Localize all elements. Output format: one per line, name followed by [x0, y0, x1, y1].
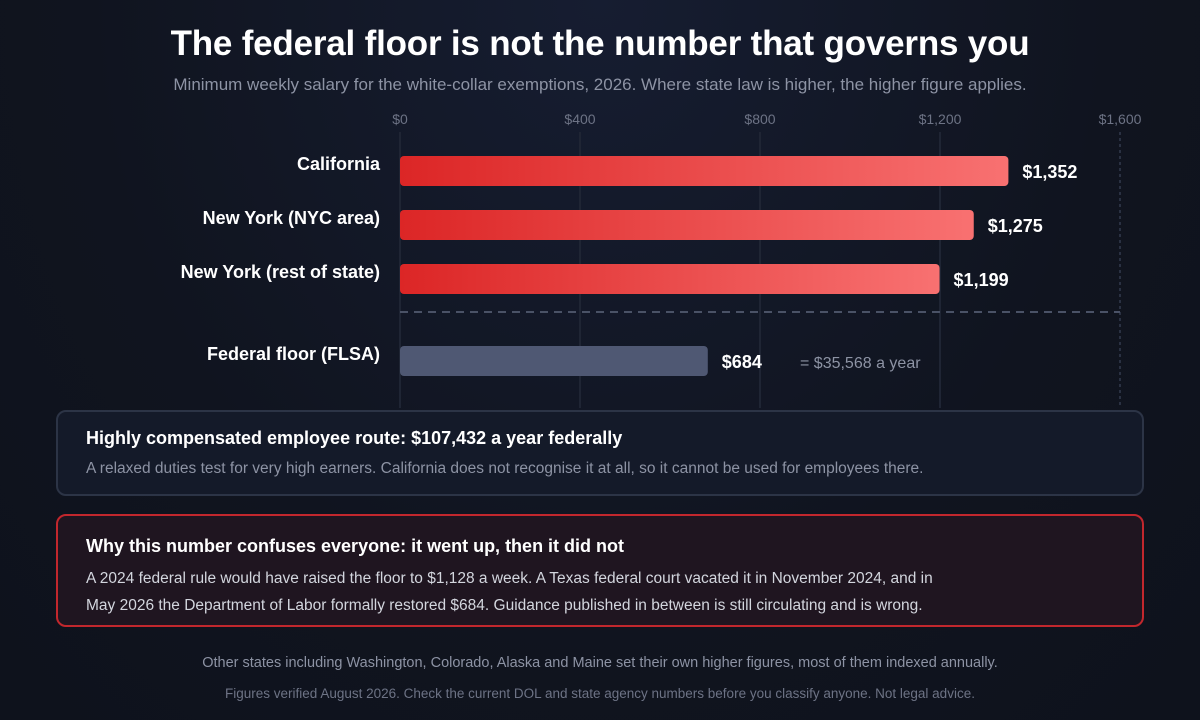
bar-value-label: $1,199: [954, 270, 1009, 290]
x-tick-label: $1,200: [919, 111, 962, 127]
hce-card-title: Highly compensated employee route: $107,…: [86, 428, 623, 448]
hce-card-body: A relaxed duties test for very high earn…: [86, 460, 924, 477]
bar-state-0: [400, 156, 1009, 186]
bar-value-label: $1,352: [1022, 162, 1077, 182]
bar-state-2: [400, 264, 940, 294]
warning-card: Why this number confuses everyone: it we…: [56, 514, 1144, 627]
category-label-ny-nyc: New York (NYC area): [203, 208, 380, 228]
footer-disclaimer: Figures verified August 2026. Check the …: [225, 686, 975, 701]
chart-subtitle: Minimum weekly salary for the white-coll…: [173, 75, 1027, 94]
warning-body-line-1: A 2024 federal rule would have raised th…: [86, 570, 933, 587]
bar-chart: $0 $400 $800 $1,200 $1,600 California $1,352 N…: [181, 111, 1142, 408]
bar-state-1: [400, 210, 974, 240]
warning-card-title: Why this number confuses everyone: it we…: [86, 536, 625, 556]
x-tick-label: $800: [744, 111, 775, 127]
annual-equivalent-annotation: = $35,568 a year: [800, 355, 921, 372]
x-tick-label: $0: [392, 111, 408, 127]
bar-federal-floor: [400, 346, 708, 376]
warning-body-line-2: May 2026 the Department of Labor formall…: [86, 597, 923, 614]
category-label-ny-rest: New York (rest of state): [181, 262, 380, 282]
category-label-federal: Federal floor (FLSA): [207, 344, 380, 364]
bars: California $1,352 New York (NYC area) $1,27…: [181, 154, 1077, 376]
x-axis-ticks: $0 $400 $800 $1,200 $1,600: [392, 111, 1141, 127]
bar-value-label: $684: [722, 352, 762, 372]
warning-card-body: A 2024 federal rule would have raised th…: [86, 565, 1114, 619]
hce-route-card: Highly compensated employee route: $107,…: [56, 410, 1144, 496]
x-tick-label: $400: [564, 111, 595, 127]
x-tick-label: $1,600: [1099, 111, 1142, 127]
footer-note: Other states including Washington, Color…: [202, 655, 998, 671]
bar-value-label: $1,275: [988, 216, 1043, 236]
chart-title: The federal floor is not the number that…: [170, 24, 1030, 63]
category-label-california: California: [297, 154, 381, 174]
